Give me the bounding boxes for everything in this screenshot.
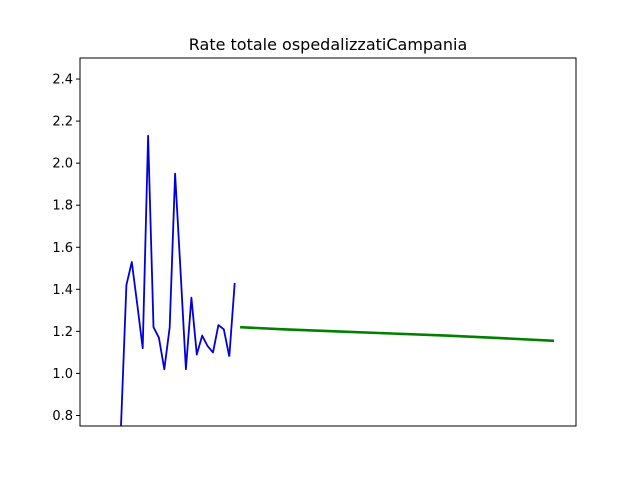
y-tick-label: 1.6 — [52, 241, 73, 256]
series-line-1 — [228, 282, 236, 357]
y-tick-label: 1.0 — [52, 367, 73, 382]
y-tick-label: 1.2 — [52, 325, 73, 340]
y-tick-label: 1.4 — [52, 283, 73, 298]
chart-title: Rate totale ospedalizzatiCampania — [189, 35, 468, 54]
y-tick-label: 2.2 — [52, 115, 73, 130]
series-line-2 — [240, 325, 555, 343]
y-tick-label: 2.4 — [52, 73, 73, 88]
y-tick-label: 0.8 — [52, 409, 73, 424]
y-tick-label: 1.8 — [52, 199, 73, 214]
y-tick-label: 2.0 — [52, 157, 73, 172]
series-line-0 — [120, 134, 231, 427]
plot-frame — [79, 57, 577, 427]
y-axis: 0.8 1.0 1.2 1.4 1.6 1.8 2.0 2.2 2.4 — [52, 73, 80, 424]
plot-area — [120, 134, 555, 427]
